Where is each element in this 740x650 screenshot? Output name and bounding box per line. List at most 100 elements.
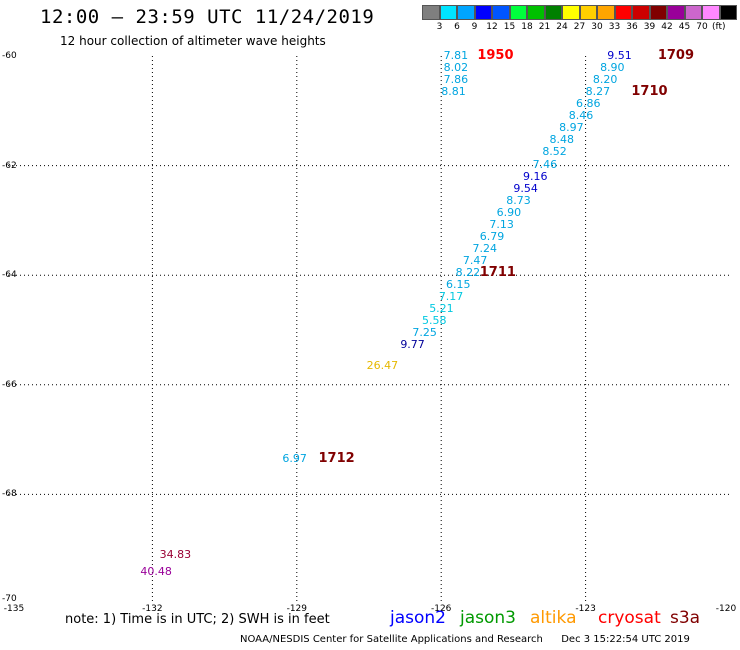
- wave-height-value: 8.90: [600, 61, 625, 75]
- wave-height-value: 8.81: [441, 85, 466, 99]
- color-scale-labels: (ft) 3 6 9 12 15 18 21 24 27 30 33 36 39 42 45 70: [422, 22, 740, 34]
- footer-timestamp: Dec 3 15:22:54 UTC 2019: [561, 634, 690, 645]
- wave-height-value: 6.79: [479, 229, 505, 243]
- color-scale-label: 36: [626, 22, 638, 32]
- wave-height-value: 5.21: [429, 302, 454, 316]
- map-plot-area: [8, 56, 730, 604]
- latitude-label: -68: [2, 489, 17, 500]
- color-swatch: [614, 5, 632, 20]
- wave-height-value: 8.20: [592, 73, 618, 87]
- note-text: note: 1) Time is in UTC; 2) SWH is in fe…: [65, 612, 330, 627]
- pass-time-label: 1709: [657, 48, 695, 63]
- latitude-label: -66: [2, 379, 17, 390]
- wave-height-value: 7.46: [532, 157, 558, 171]
- wave-height-value: 8.48: [549, 133, 575, 147]
- legend-item-jason2: jason2: [390, 608, 446, 628]
- longitude-label: -123: [575, 604, 596, 614]
- wave-height-value: 7.86: [443, 73, 469, 87]
- color-swatch: [544, 5, 562, 20]
- color-swatch: [474, 5, 492, 20]
- color-swatch: [562, 5, 580, 20]
- longitude-label: -129: [286, 604, 308, 614]
- wave-height-value: 7.13: [489, 217, 514, 231]
- wave-height-value: 9.16: [523, 169, 548, 183]
- page-subtitle: 12 hour collection of altimeter wave hei…: [60, 34, 326, 48]
- color-swatch: [509, 5, 527, 20]
- wave-height-value: 9.54: [513, 181, 538, 195]
- color-scale-label: 70: [696, 22, 708, 32]
- color-scale-label: 30: [591, 22, 603, 32]
- color-scale-label: 15: [503, 22, 516, 32]
- latitude-label: -70: [2, 594, 17, 604]
- wave-height-value: 7.25: [412, 326, 437, 340]
- color-scale-label: 12: [486, 22, 498, 32]
- color-swatch: [702, 5, 720, 20]
- wave-height-value: 6.90: [496, 205, 522, 219]
- wave-height-value: 8.73: [506, 193, 531, 207]
- wave-height-value: 7.17: [438, 290, 464, 304]
- pass-time-label: 1710: [631, 84, 668, 100]
- latitude-label: -62: [2, 160, 17, 171]
- color-scale-label: 27: [573, 22, 586, 32]
- longitude-label: -132: [142, 604, 163, 614]
- wave-height-value: 8.46: [568, 109, 594, 123]
- footer-org: NOAA/NESDIS Center for Satellite Applica…: [240, 634, 543, 645]
- page-title: 12:00 – 23:59 UTC 11/24/2019: [40, 6, 375, 28]
- color-scale-label: 24: [556, 22, 568, 32]
- color-scale-label: 45: [678, 22, 691, 32]
- wave-height-value: 7.24: [472, 241, 498, 255]
- wave-height-value: 26.47: [366, 359, 399, 373]
- wave-height-value: 8.97: [559, 121, 584, 135]
- legend-item-altika: altika: [530, 608, 577, 628]
- wave-height-value: 8.27: [585, 85, 611, 99]
- color-swatch: [439, 5, 457, 20]
- wave-height-value: 9.77: [400, 338, 425, 352]
- color-swatch: [457, 5, 475, 20]
- color-scale-label: 6: [454, 22, 460, 32]
- pass-time-label: 1950: [477, 48, 514, 63]
- wave-height-value: 5.58: [421, 314, 447, 328]
- color-scale-label: 39: [643, 22, 656, 32]
- footer-credit: NOAA/NESDIS Center for Satellite Applica…: [240, 634, 690, 645]
- wave-height-value: 6.86: [576, 97, 601, 111]
- wave-height-value: 6.97: [282, 451, 307, 465]
- color-scale-label: 9: [471, 22, 478, 32]
- pass-time-label: 1711: [479, 265, 516, 280]
- color-scale-bar: [422, 5, 737, 20]
- color-swatch: [492, 5, 510, 20]
- color-swatch: [667, 5, 685, 20]
- legend-item-s3a: s3a: [670, 608, 701, 628]
- color-scale-label: 18: [521, 22, 533, 32]
- pass-time-label: 1712: [318, 450, 355, 466]
- wave-height-value: 8.52: [542, 145, 567, 159]
- color-swatch: [579, 5, 597, 20]
- color-swatch: [527, 5, 545, 20]
- color-scale-label: 21: [538, 22, 551, 32]
- wave-height-value: 7.47: [462, 253, 488, 267]
- color-swatch: [684, 5, 702, 20]
- longitude-label: -135: [3, 604, 25, 614]
- wave-height-value: 9.51: [607, 49, 632, 62]
- color-scale-unit: (ft): [712, 22, 726, 32]
- color-scale-label: 42: [661, 22, 673, 32]
- legend-item-cryosat: cryosat: [598, 608, 661, 628]
- color-scale-label: 3: [436, 22, 443, 32]
- longitude-label: -126: [430, 604, 452, 614]
- longitude-label: -120: [715, 604, 737, 614]
- color-swatch: [719, 5, 737, 20]
- wave-height-value: 7.81: [443, 49, 469, 62]
- color-swatch: [422, 5, 440, 20]
- latitude-label: -64: [2, 270, 17, 281]
- color-swatch: [649, 5, 667, 20]
- latitude-label: -60: [2, 51, 17, 61]
- legend-item-jason3: jason3: [460, 608, 516, 628]
- color-swatch: [597, 5, 615, 20]
- color-scale-label: 33: [608, 22, 621, 32]
- wave-height-value: 6.15: [446, 278, 471, 292]
- wave-height-value: 8.22: [455, 266, 481, 279]
- wave-height-value: 40.48: [140, 565, 172, 579]
- wave-height-value: 8.02: [443, 61, 469, 75]
- color-swatch: [632, 5, 650, 20]
- wave-height-value: 34.83: [159, 547, 192, 561]
